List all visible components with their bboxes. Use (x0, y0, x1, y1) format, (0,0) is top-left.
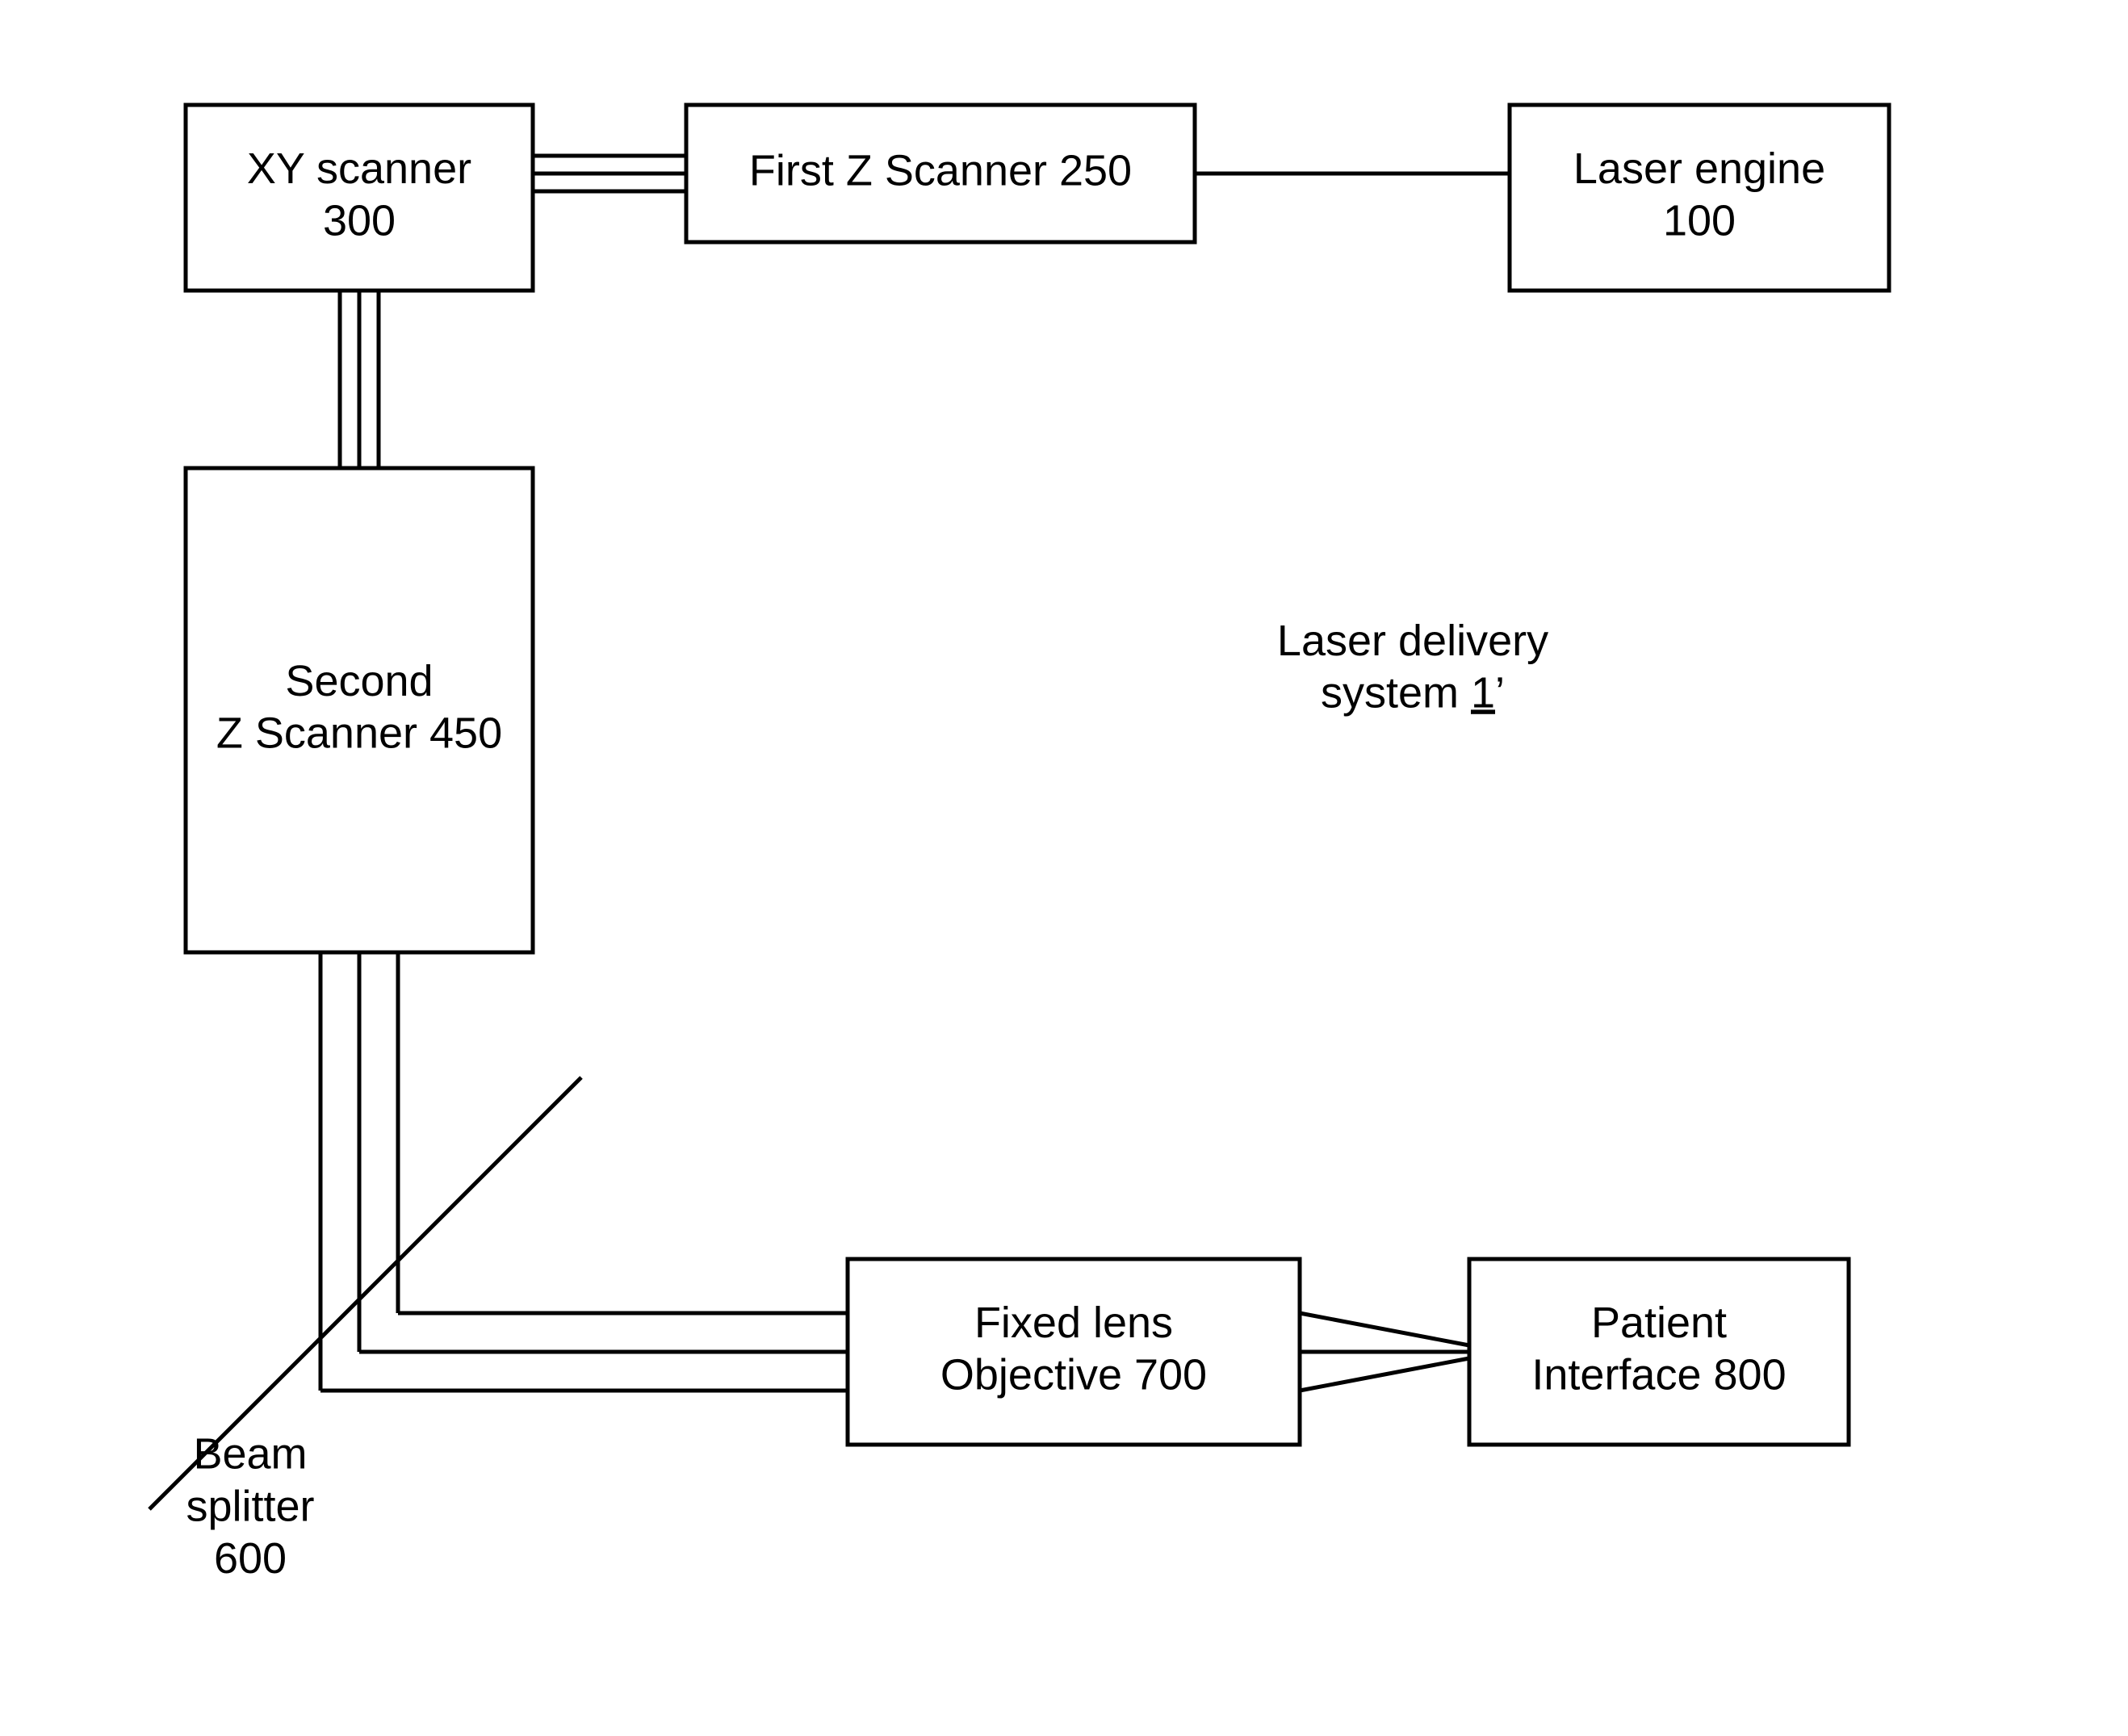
node-patient_interface-label-line-0: Patient (1591, 1299, 1727, 1347)
node-fixed_lens_objective-label-line-1: Objective 700 (940, 1351, 1207, 1399)
node-first_z_scanner-label-line-0: First Z Scanner 250 (749, 146, 1132, 195)
node-patient_interface-label-line-1: Interface 800 (1531, 1351, 1786, 1399)
node-second_z_scanner-label-line-1: Z Scanner 450 (216, 709, 502, 758)
system-title-line2: system 1’ (1321, 669, 1505, 717)
system-title-line1: Laser delivery (1277, 617, 1548, 665)
node-laser_engine-label-line-1: 100 (1663, 197, 1736, 245)
beam-splitter-label-line-1: splitter (186, 1482, 314, 1530)
node-fixed_lens_objective-label-line-0: Fixed lens (974, 1299, 1173, 1347)
beam-splitter-label-line-2: 600 (214, 1534, 287, 1583)
node-xy_scanner-label-line-0: XY scanner (247, 144, 471, 193)
edge-fixedlens-to-patient (1300, 1358, 1469, 1391)
edge-fixedlens-to-patient (1300, 1313, 1469, 1345)
node-xy_scanner-label-line-1: 300 (323, 197, 396, 245)
beam-splitter-label-line-0: Beam (193, 1429, 307, 1478)
node-second_z_scanner-label-line-0: Second (285, 657, 433, 705)
node-laser_engine-label-line-0: Laser engine (1573, 144, 1825, 193)
